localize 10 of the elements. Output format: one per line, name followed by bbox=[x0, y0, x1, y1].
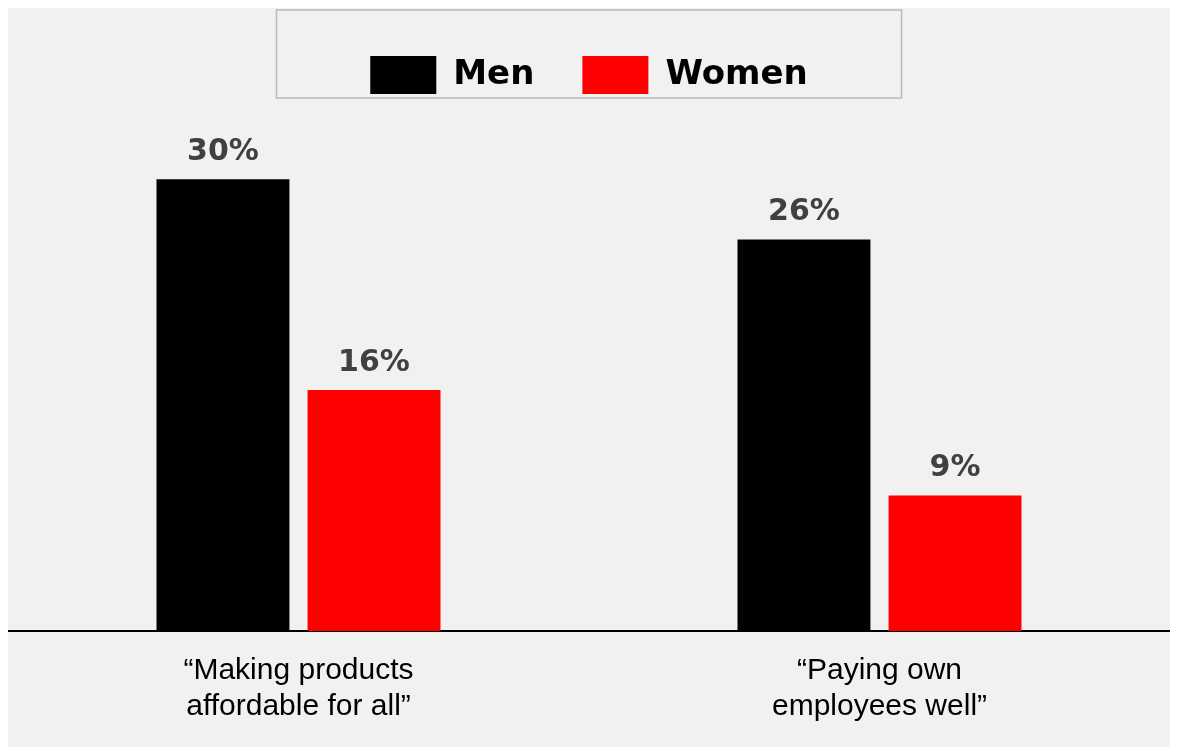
bar bbox=[307, 390, 441, 631]
x-tick-label: “Paying own employees well” bbox=[771, 652, 988, 722]
bar bbox=[888, 495, 1022, 631]
data-label: 26% bbox=[768, 192, 840, 228]
data-label: 30% bbox=[187, 132, 259, 168]
data-label: 16% bbox=[338, 342, 410, 378]
data-label: 9% bbox=[929, 448, 981, 484]
legend-label: Men bbox=[453, 51, 535, 92]
x-tick-label: “Making products affordable for all” bbox=[183, 652, 414, 722]
legend-label: Women bbox=[665, 51, 808, 92]
